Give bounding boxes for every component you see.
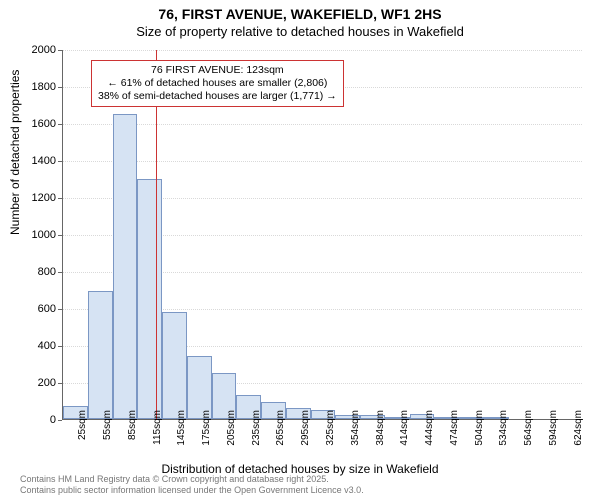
x-tick-label: 205sqm — [226, 410, 237, 460]
callout-line-3: 38% of semi-detached houses are larger (… — [98, 90, 337, 103]
x-tick-label: 354sqm — [350, 410, 361, 460]
x-tick-label: 594sqm — [548, 410, 559, 460]
x-tick-label: 85sqm — [127, 410, 138, 460]
y-tick-label: 1000 — [6, 229, 56, 241]
x-tick-label: 25sqm — [77, 410, 88, 460]
y-tick-label: 1400 — [6, 155, 56, 167]
x-tick-label: 564sqm — [523, 410, 534, 460]
property-callout: 76 FIRST AVENUE: 123sqm← 61% of detached… — [91, 60, 344, 107]
y-tick-label: 1200 — [6, 192, 56, 204]
y-tick-mark — [58, 161, 62, 162]
y-tick-label: 200 — [6, 377, 56, 389]
x-tick-label: 55sqm — [102, 410, 113, 460]
chart-container: 76, FIRST AVENUE, WAKEFIELD, WF1 2HS Siz… — [0, 0, 600, 500]
histogram-bar — [137, 179, 162, 420]
histogram-bar — [162, 312, 187, 419]
gridline — [63, 124, 582, 125]
x-tick-label: 145sqm — [176, 410, 187, 460]
x-tick-label: 265sqm — [275, 410, 286, 460]
y-tick-mark — [58, 309, 62, 310]
y-tick-mark — [58, 420, 62, 421]
y-tick-mark — [58, 50, 62, 51]
y-tick-label: 600 — [6, 303, 56, 315]
x-tick-label: 504sqm — [474, 410, 485, 460]
histogram-bar — [88, 291, 113, 419]
x-tick-label: 384sqm — [375, 410, 386, 460]
footer-line-1: Contains HM Land Registry data © Crown c… — [20, 474, 364, 485]
y-tick-label: 0 — [6, 414, 56, 426]
x-tick-label: 534sqm — [498, 410, 509, 460]
x-tick-label: 295sqm — [300, 410, 311, 460]
y-tick-mark — [58, 235, 62, 236]
footer-line-2: Contains public sector information licen… — [20, 485, 364, 496]
x-tick-label: 325sqm — [325, 410, 336, 460]
y-tick-label: 800 — [6, 266, 56, 278]
callout-line-1: 76 FIRST AVENUE: 123sqm — [98, 64, 337, 77]
y-tick-mark — [58, 383, 62, 384]
y-tick-label: 400 — [6, 340, 56, 352]
y-tick-label: 1800 — [6, 81, 56, 93]
x-tick-label: 444sqm — [424, 410, 435, 460]
y-tick-label: 2000 — [6, 44, 56, 56]
gridline — [63, 50, 582, 51]
y-tick-mark — [58, 87, 62, 88]
x-tick-label: 414sqm — [399, 410, 410, 460]
x-tick-label: 474sqm — [449, 410, 460, 460]
chart-title: 76, FIRST AVENUE, WAKEFIELD, WF1 2HS — [0, 6, 600, 22]
x-tick-label: 115sqm — [152, 410, 163, 460]
y-axis-label: Number of detached properties — [8, 70, 22, 235]
y-tick-mark — [58, 124, 62, 125]
gridline — [63, 161, 582, 162]
x-tick-label: 235sqm — [251, 410, 262, 460]
chart-subtitle: Size of property relative to detached ho… — [0, 24, 600, 39]
y-tick-mark — [58, 198, 62, 199]
plot-area: 76 FIRST AVENUE: 123sqm← 61% of detached… — [62, 50, 582, 420]
y-tick-mark — [58, 272, 62, 273]
y-tick-mark — [58, 346, 62, 347]
x-tick-label: 175sqm — [201, 410, 212, 460]
histogram-bar — [113, 114, 138, 419]
footer-attribution: Contains HM Land Registry data © Crown c… — [20, 474, 364, 496]
x-tick-label: 624sqm — [573, 410, 584, 460]
y-tick-label: 1600 — [6, 118, 56, 130]
callout-line-2: ← 61% of detached houses are smaller (2,… — [98, 77, 337, 90]
